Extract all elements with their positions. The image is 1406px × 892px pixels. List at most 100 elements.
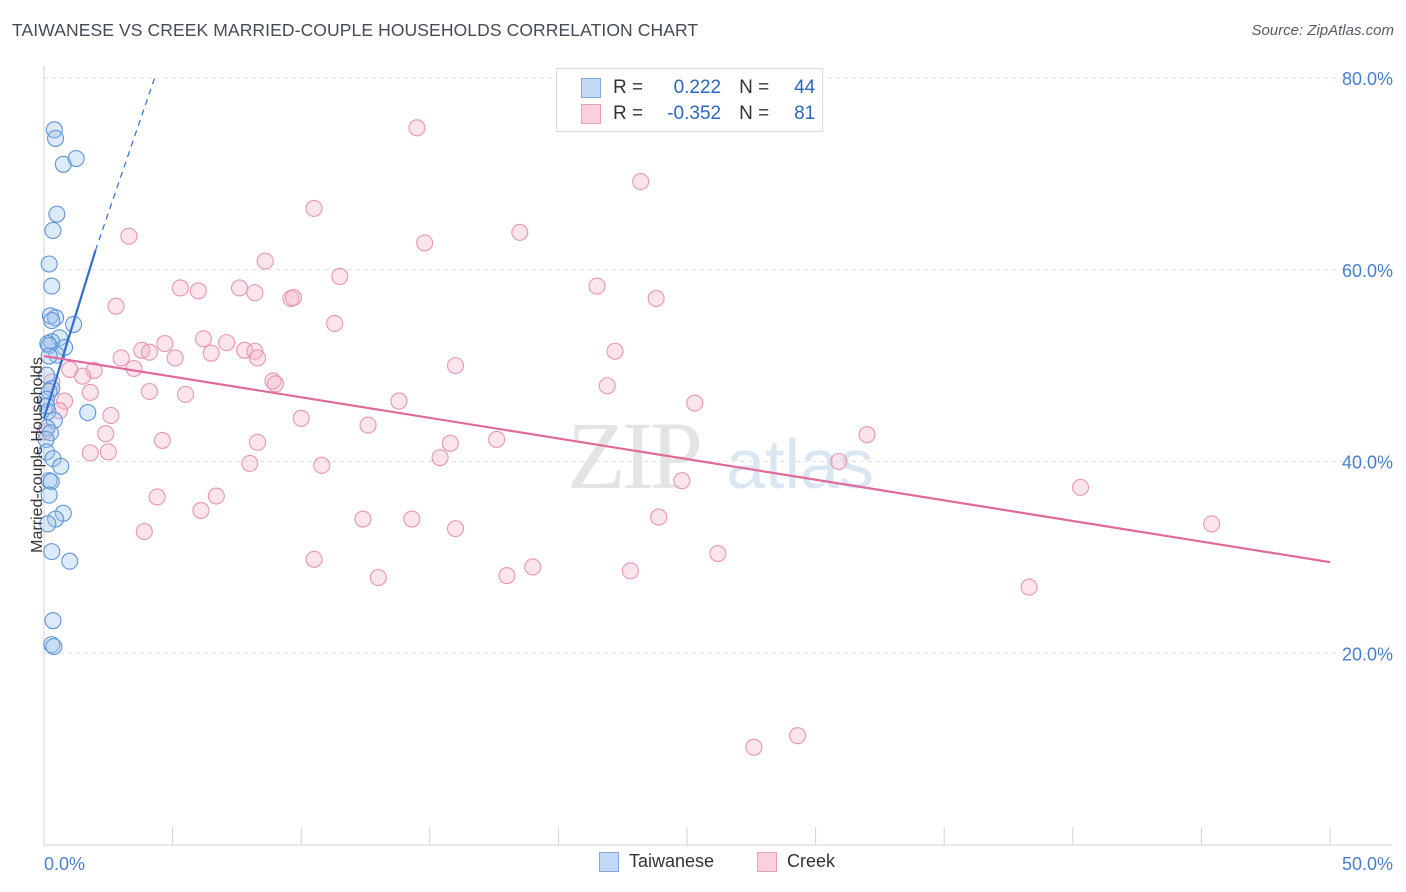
creek-point [189,282,207,300]
legend-label-creek: Creek [787,851,836,871]
creek-point [256,252,274,270]
n-label: N = [739,77,770,98]
creek-point [99,443,117,461]
creek-swatch [757,851,777,872]
creek-point [403,510,421,528]
creek-point [207,487,225,505]
creek-point [248,349,267,367]
creek-point [858,426,876,444]
taiwanese-point [40,255,58,273]
taiwanese-point [45,121,63,139]
creek-point [248,433,267,451]
x-tick-label: 50.0% [1342,854,1393,874]
creek-point [369,568,387,587]
taiwanese-point [52,457,70,475]
legend-item-taiwanese[interactable]: Taiwanese [599,851,714,872]
legend-label-taiwanese: Taiwanese [629,851,715,871]
creek-point [830,452,848,471]
taiwanese-point [43,543,61,561]
creek-point [305,199,323,217]
creek-point [102,406,120,425]
creek-point [140,343,159,361]
trendlines [42,77,1331,564]
y-axis-label: Married-couple Households [29,357,46,553]
r-value: 0.222 [673,77,722,98]
creek-point [148,488,166,506]
r-label: R = [613,77,644,98]
creek-point [171,279,189,297]
creek-point [431,449,449,467]
creek-point [1020,578,1038,596]
r-value: -0.352 [667,103,722,124]
creek-point [498,567,516,585]
creek-point [218,334,236,352]
source-label: Source: ZipAtlas.com [1251,22,1394,39]
creek-point [606,342,624,360]
y-tick-label: 80.0% [1342,69,1393,89]
taiwanese-point [37,430,55,448]
creek-point [107,297,125,315]
creek-point [120,227,138,245]
r-label: R = [613,103,644,124]
creek-point [194,330,213,348]
creek-point [446,520,465,538]
creek-point [524,558,542,576]
taiwanese-swatch [581,78,601,98]
creek-point [621,562,639,580]
creek-point [97,425,115,443]
taiwanese-point [79,404,97,422]
creek-point [354,510,372,528]
taiwanese-point [44,221,62,239]
creek-point [632,172,650,191]
creek-point [745,738,763,756]
creek-point [390,392,408,410]
creek-point [709,544,727,563]
creek-point [112,349,130,367]
n-value: 44 [794,77,816,98]
taiwanese-point [47,129,65,147]
creek-point [305,550,323,568]
creek-point [56,392,74,410]
creek-swatch [581,104,601,124]
creek-point [673,472,691,490]
taiwanese-point [39,515,57,533]
creek-trendline [43,354,1331,564]
creek-point [408,119,426,137]
watermark-zip: ZIP [567,402,700,509]
creek-point [313,456,331,474]
y-tick-label: 20.0% [1342,644,1393,664]
watermark: ZIP atlas [567,402,874,509]
creek-point [230,279,249,297]
creek-point [135,522,153,541]
creek-point [292,409,310,427]
creek-point [81,444,99,462]
grid-lines [44,77,1392,654]
series-legend: Taiwanese Creek [0,851,1406,877]
taiwanese-point [43,312,61,330]
creek-point [789,727,807,745]
creek-point [266,375,285,393]
taiwanese-point [40,486,58,504]
creek-point [326,314,344,332]
creek-point [446,357,465,375]
taiwanese-point [61,552,79,570]
creek-point [166,349,184,367]
y-tick-label: 40.0% [1342,453,1393,473]
tick-labels: 20.0% 40.0% 60.0% 80.0% 0.0% 50.0% [44,69,1393,874]
axes [43,66,1392,846]
creek-point [1203,515,1221,533]
chart-title: TAIWANESE VS CREEK MARRIED-COUPLE HOUSEH… [12,20,699,40]
creek-point [153,431,171,449]
taiwanese-point [48,205,66,223]
creek-point [81,383,99,402]
taiwanese-point [38,397,56,415]
creek-point [647,289,665,308]
legend-item-creek[interactable]: Creek [757,851,835,872]
creek-point [488,430,506,448]
creek-point [588,277,606,295]
creek-point [284,289,303,307]
creek-point [241,454,259,472]
creek-points [36,119,1221,756]
creek-point [74,367,92,385]
